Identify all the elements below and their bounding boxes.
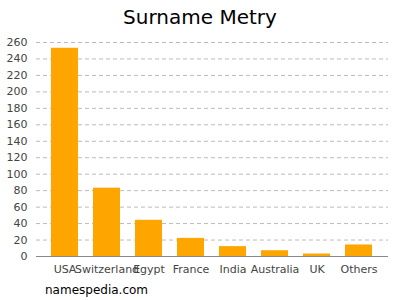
svg-text:100: 100 (7, 168, 28, 181)
svg-text:140: 140 (7, 135, 28, 148)
svg-text:Egypt: Egypt (133, 263, 165, 276)
svg-text:120: 120 (7, 151, 28, 164)
svg-text:0: 0 (21, 250, 28, 263)
svg-text:60: 60 (14, 201, 28, 214)
svg-text:160: 160 (7, 118, 28, 131)
svg-text:220: 220 (7, 69, 28, 82)
svg-text:France: France (173, 263, 210, 276)
html-text:namespedia.com: namespedia.com (45, 283, 148, 297)
svg-text:240: 240 (7, 52, 28, 65)
svg-text:Switzerland: Switzerland (75, 263, 139, 276)
svg-text:UK: UK (309, 263, 325, 276)
html-text:Surname Metry: Surname Metry (123, 5, 277, 29)
svg-text:40: 40 (14, 217, 28, 230)
svg-text:20: 20 (14, 234, 28, 247)
svg-text:Others: Others (341, 263, 378, 276)
svg-text:80: 80 (14, 184, 28, 197)
svg-text:India: India (220, 263, 247, 276)
svg-text:USA: USA (54, 263, 77, 276)
svg-text:Australia: Australia (251, 263, 300, 276)
svg-text:180: 180 (7, 102, 28, 115)
svg-text:260: 260 (7, 36, 28, 49)
svg-text:200: 200 (7, 85, 28, 98)
